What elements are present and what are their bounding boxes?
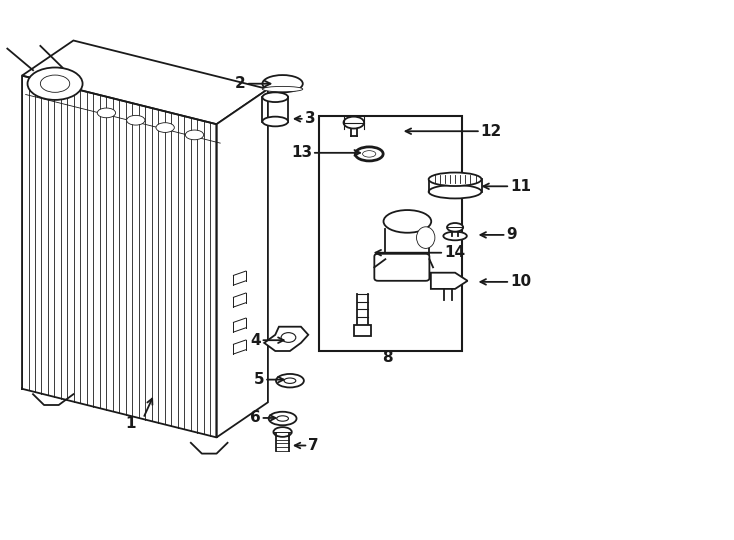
Polygon shape (217, 89, 268, 437)
Text: 1: 1 (126, 416, 136, 431)
Ellipse shape (126, 116, 145, 125)
Bar (319, 116, 462, 351)
Ellipse shape (262, 117, 288, 126)
Text: 4: 4 (250, 333, 261, 348)
Text: 12: 12 (481, 124, 502, 139)
Text: 13: 13 (291, 145, 312, 160)
Ellipse shape (273, 427, 292, 437)
Ellipse shape (269, 411, 297, 426)
Text: 11: 11 (510, 179, 531, 194)
Ellipse shape (28, 68, 82, 100)
Ellipse shape (284, 378, 296, 383)
Ellipse shape (429, 185, 482, 198)
Ellipse shape (417, 227, 435, 248)
Text: 5: 5 (254, 372, 264, 387)
Text: 14: 14 (444, 245, 465, 260)
Ellipse shape (263, 75, 303, 92)
Text: 2: 2 (235, 76, 246, 91)
Ellipse shape (447, 223, 463, 232)
Ellipse shape (355, 147, 383, 161)
Ellipse shape (363, 151, 376, 157)
Polygon shape (22, 40, 268, 124)
Text: 8: 8 (382, 350, 393, 365)
Ellipse shape (263, 86, 303, 92)
Text: 7: 7 (308, 438, 319, 453)
Ellipse shape (97, 108, 116, 118)
Ellipse shape (277, 416, 288, 421)
Polygon shape (22, 76, 217, 437)
Text: 10: 10 (510, 274, 531, 289)
Ellipse shape (429, 172, 482, 186)
Ellipse shape (185, 130, 204, 140)
Bar (354, 325, 371, 336)
Ellipse shape (344, 117, 364, 129)
Ellipse shape (384, 210, 432, 233)
Ellipse shape (156, 123, 175, 132)
Text: 6: 6 (250, 410, 261, 426)
Ellipse shape (262, 92, 288, 102)
Ellipse shape (40, 75, 70, 92)
Text: 3: 3 (305, 111, 315, 126)
Text: 9: 9 (506, 227, 517, 242)
Ellipse shape (281, 333, 296, 342)
Ellipse shape (443, 232, 467, 240)
Ellipse shape (276, 374, 304, 388)
FancyBboxPatch shape (374, 254, 429, 281)
Polygon shape (431, 273, 468, 289)
Polygon shape (264, 327, 308, 351)
